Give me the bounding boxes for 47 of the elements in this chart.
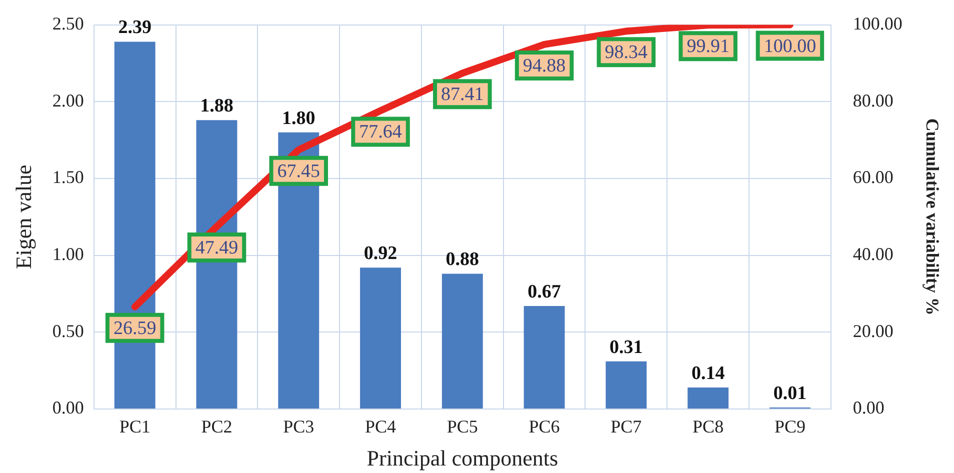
y2-tick-label: 80.00 (852, 90, 894, 110)
data-label: 98.34 (604, 42, 648, 64)
y-tick-label: 0.00 (52, 398, 84, 418)
data-label: 94.88 (522, 55, 566, 76)
y-tick-label: 0.50 (52, 320, 84, 341)
data-label: 100.00 (764, 36, 816, 57)
x-tick-label: PC2 (201, 416, 232, 437)
data-label: 0.88 (446, 249, 480, 270)
x-tick-label: PC7 (610, 416, 642, 437)
data-label: 0.01 (773, 382, 807, 404)
data-label: 1.88 (200, 95, 234, 116)
y-axis-title: Eigen value (10, 164, 36, 270)
x-tick-label: PC1 (119, 416, 150, 437)
data-label: 99.91 (686, 36, 730, 58)
data-label: 77.64 (359, 122, 402, 143)
x-axis-title: Principal components (366, 446, 558, 471)
x-tick-label: PC4 (364, 416, 396, 437)
y2-tick-label: 20.00 (852, 320, 894, 341)
data-label: 0.31 (610, 336, 643, 358)
bar (606, 361, 647, 408)
y2-tick-label: 40.00 (852, 244, 894, 264)
data-label: 0.92 (364, 243, 398, 264)
bar (442, 274, 483, 408)
y2-tick-label: 0.00 (852, 398, 884, 418)
data-label: 26.59 (113, 318, 156, 339)
data-label: 1.80 (282, 108, 316, 129)
data-label: 87.41 (441, 84, 484, 106)
y-tick-label: 2.50 (52, 14, 84, 34)
bar (360, 268, 401, 408)
x-tick-label: PC5 (446, 416, 478, 437)
data-label: 67.45 (277, 160, 320, 182)
x-tick-label: PC3 (283, 416, 314, 437)
x-tick-label: PC9 (774, 416, 806, 437)
x-tick-label: PC8 (692, 416, 724, 437)
y-tick-label: 1.50 (52, 167, 84, 188)
y-tick-label: 2.00 (52, 90, 84, 110)
y2-tick-label: 60.00 (852, 167, 894, 188)
bar (688, 387, 729, 408)
y2-tick-label: 100.00 (852, 14, 902, 34)
bar (524, 306, 565, 408)
data-label: 0.14 (691, 362, 726, 384)
y-tick-label: 1.00 (52, 244, 84, 264)
y2-axis-title: Cumulative variability % (922, 118, 943, 316)
x-tick-label: PC6 (528, 416, 560, 437)
data-label: 47.49 (195, 238, 238, 259)
data-label: 2.39 (118, 17, 152, 38)
data-label: 0.67 (528, 281, 562, 302)
